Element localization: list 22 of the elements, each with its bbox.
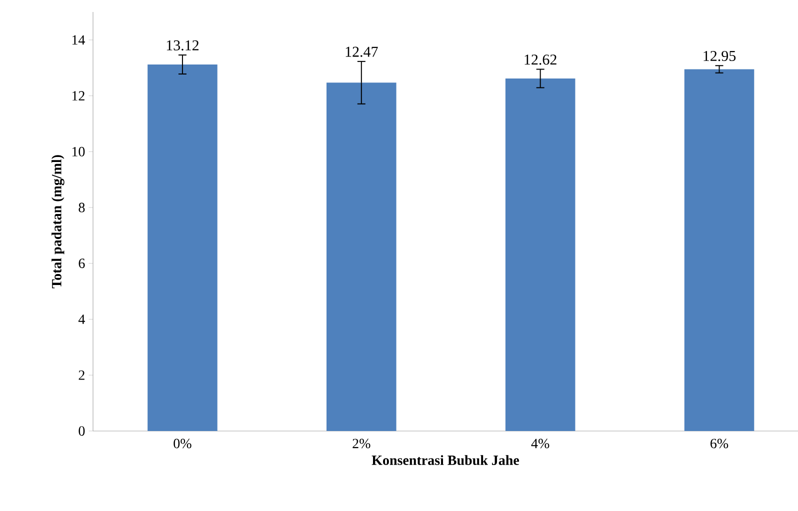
x-tick-label: 2% [352,438,370,448]
x-tick-label: 6% [710,438,728,448]
bar [684,69,754,431]
x-tick-label: 4% [531,438,550,448]
bar [148,64,218,431]
data-label: 12.95 [704,50,736,62]
bar [326,82,396,431]
y-tick-label: 8 [78,202,85,212]
y-tick-label: 2 [78,370,84,380]
x-tick-label: 0% [174,438,192,448]
y-tick-label: 10 [72,146,85,156]
data-label: 12.47 [346,46,378,57]
bar [505,78,576,431]
y-tick-label: 4 [78,314,85,324]
x-axis-title: Konsentrasi Bubuk Jahe [372,455,520,466]
data-label: 13.12 [166,40,199,50]
y-tick-label: 0 [78,426,85,436]
y-tick-label: 6 [78,258,85,268]
y-tick-label: 12 [72,91,84,100]
data-label: 12.62 [524,54,556,65]
y-tick-label: 14 [72,35,85,45]
y-axis-title: Total padatan (mg/ml) [52,155,64,288]
